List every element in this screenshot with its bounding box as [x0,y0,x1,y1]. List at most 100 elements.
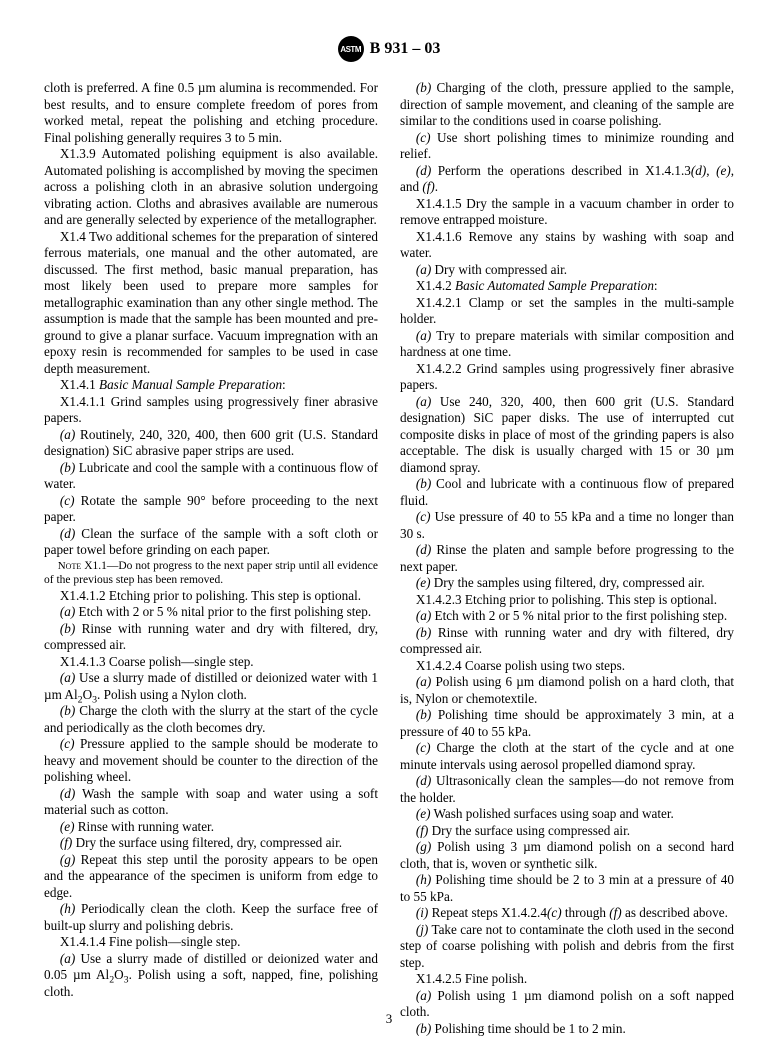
para-x1411: X1.4.1.1 Grind samples using progressive… [44,394,378,427]
para-x1424b: (b) Polishing time should be approximate… [400,707,734,740]
para-x1413c: (c) Pressure applied to the sample shoul… [44,736,378,786]
enum: (b) [416,625,431,640]
text: Perform the operations described in X1.4… [431,163,691,178]
para-x1422d: (d) Rinse the platen and sample before p… [400,542,734,575]
label: X1.3.9 [60,146,96,161]
para-x1411d: (d) Clean the surface of the sample with… [44,526,378,559]
para-x1413h: (h) Periodically clean the cloth. Keep t… [44,901,378,934]
text: Try to prepare materials with similar co… [400,328,734,360]
para-x139: X1.3.9 Automated polishing equipment is … [44,146,378,229]
para-x1413: X1.4.1.3 Coarse polish—single step. [44,654,378,671]
para-x1423b: (b) Rinse with running water and dry wit… [400,625,734,658]
enum: (h) [416,872,431,887]
enum: (b) [416,80,431,95]
text: Wash the sample with soap and water usin… [44,786,378,818]
enum: (b) [60,621,75,636]
para-x1411b: (b) Lubricate and cool the sample with a… [44,460,378,493]
para-x1416a: (a) Dry with compressed air. [400,262,734,279]
text: Rinse with running water and dry with fi… [400,625,734,657]
enum: (c) [416,740,431,755]
text: Rotate the sample 90° before proceeding … [44,493,378,525]
text: Rinse the platen and sample before progr… [400,542,734,574]
text: Lubricate and cool the sample with a con… [44,460,378,492]
text: Polish using 6 µm diamond polish on a ha… [400,674,734,706]
ref: (f) [609,905,621,920]
enum: (a) [416,988,431,1003]
para-x1422e: (e) Dry the samples using filtered, dry,… [400,575,734,592]
label: X1.4.1 [60,377,96,392]
enum: (a) [60,427,75,442]
para-x1413b: (b) Charge the cloth with the slurry at … [44,703,378,736]
page-header: ASTM B 931 – 03 [44,36,734,62]
text: Repeat this step until the porosity appe… [44,852,378,900]
enum: (a) [60,604,75,619]
para-x1414: X1.4.1.4 Fine polish—single step. [44,934,378,951]
ref: (d) [691,163,706,178]
para-x1413d: (d) Wash the sample with soap and water … [44,786,378,819]
note-label: Note [58,560,81,572]
para-x1413f: (f) Dry the surface using filtered, dry,… [44,835,378,852]
para-x1424f: (f) Dry the surface using compressed air… [400,823,734,840]
para-x1422b: (b) Cool and lubricate with a continuous… [400,476,734,509]
text: Ultrasonically clean the samples—do not … [400,773,734,805]
enum: (g) [416,839,431,854]
text: Dry the surface using compressed air. [428,823,630,838]
text: Charge the cloth with the slurry at the … [44,703,378,735]
para-x1412b: (b) Rinse with running water and dry wit… [44,621,378,654]
label: X1.4.2 [416,278,452,293]
para-x1424g: (g) Polish using 3 µm diamond polish on … [400,839,734,872]
text: Clean the surface of the sample with a s… [44,526,378,558]
para-x1422: X1.4.2.2 Grind samples using progressive… [400,361,734,394]
enum: (f) [416,823,428,838]
enum: (c) [60,493,75,508]
enum: (a) [416,608,431,623]
para-x1413a: (a) Use a slurry made of distilled or de… [44,670,378,703]
text: Rinse with running water and dry with fi… [44,621,378,653]
para-x1413e: (e) Rinse with running water. [44,819,378,836]
para-x1414a: (a) Use a slurry made of distilled or de… [44,951,378,1001]
para-continuation: cloth is preferred. A fine 0.5 µm alumin… [44,80,378,146]
text: X1.1—Do not progress to the next paper s… [44,560,378,587]
enum: (a) [416,328,431,343]
text: as described above. [622,905,728,920]
para-x1414c: (c) Use short polishing times to minimiz… [400,130,734,163]
note-x11: Note X1.1—Do not progress to the next pa… [44,559,378,588]
text: Dry the surface using filtered, dry, com… [72,835,342,850]
para-x1424i: (i) Repeat steps X1.4.2.4(c) through (f)… [400,905,734,922]
enum: (f) [60,835,72,850]
text: Take care not to contaminate the cloth u… [400,922,734,970]
para-x1425: X1.4.2.5 Fine polish. [400,971,734,988]
para-x14: X1.4 Two additional schemes for the prep… [44,229,378,378]
text: Dry with compressed air. [431,262,567,277]
enum: (a) [60,951,75,966]
text: Etch with 2 or 5 % nital prior to the fi… [75,604,371,619]
text: O [114,967,124,982]
text: Dry the samples using filtered, dry, com… [430,575,704,590]
text: Two additional schemes for the preparati… [44,229,378,376]
text: Use 240, 320, 400, then 600 grit (U.S. S… [400,394,734,475]
text: Charge the cloth at the start of the cyc… [400,740,734,772]
enum: (b) [60,703,75,718]
title: Basic Manual Sample Preparation [99,377,282,392]
text: Repeat steps X1.4.2.4 [428,905,547,920]
enum: (b) [416,476,431,491]
text: Use pressure of 40 to 55 kPa and a time … [400,509,734,541]
para-x1413g: (g) Repeat this step until the porosity … [44,852,378,902]
para-x1424d: (d) Ultrasonically clean the samples—do … [400,773,734,806]
text: Wash polished surfaces using soap and wa… [430,806,673,821]
text: . Polish using a Nylon cloth. [97,687,247,702]
para-x1424a: (a) Polish using 6 µm diamond polish on … [400,674,734,707]
text: Routinely, 240, 320, 400, then 600 grit … [44,427,378,459]
text: Cool and lubricate with a continuous flo… [400,476,734,508]
para-x1422a: (a) Use 240, 320, 400, then 600 grit (U.… [400,394,734,477]
text: Use short polishing times to minimize ro… [400,130,734,162]
enum: (c) [416,509,431,524]
para-x1423a: (a) Etch with 2 or 5 % nital prior to th… [400,608,734,625]
para-x1414b: (b) Charging of the cloth, pressure appl… [400,80,734,130]
heading-x142: X1.4.2 Basic Automated Sample Preparatio… [400,278,734,295]
enum: (j) [416,922,428,937]
enum: (d) [60,526,75,541]
enum: (d) [60,786,75,801]
ref: (e) [716,163,731,178]
standard-designation: B 931 – 03 [370,40,441,58]
